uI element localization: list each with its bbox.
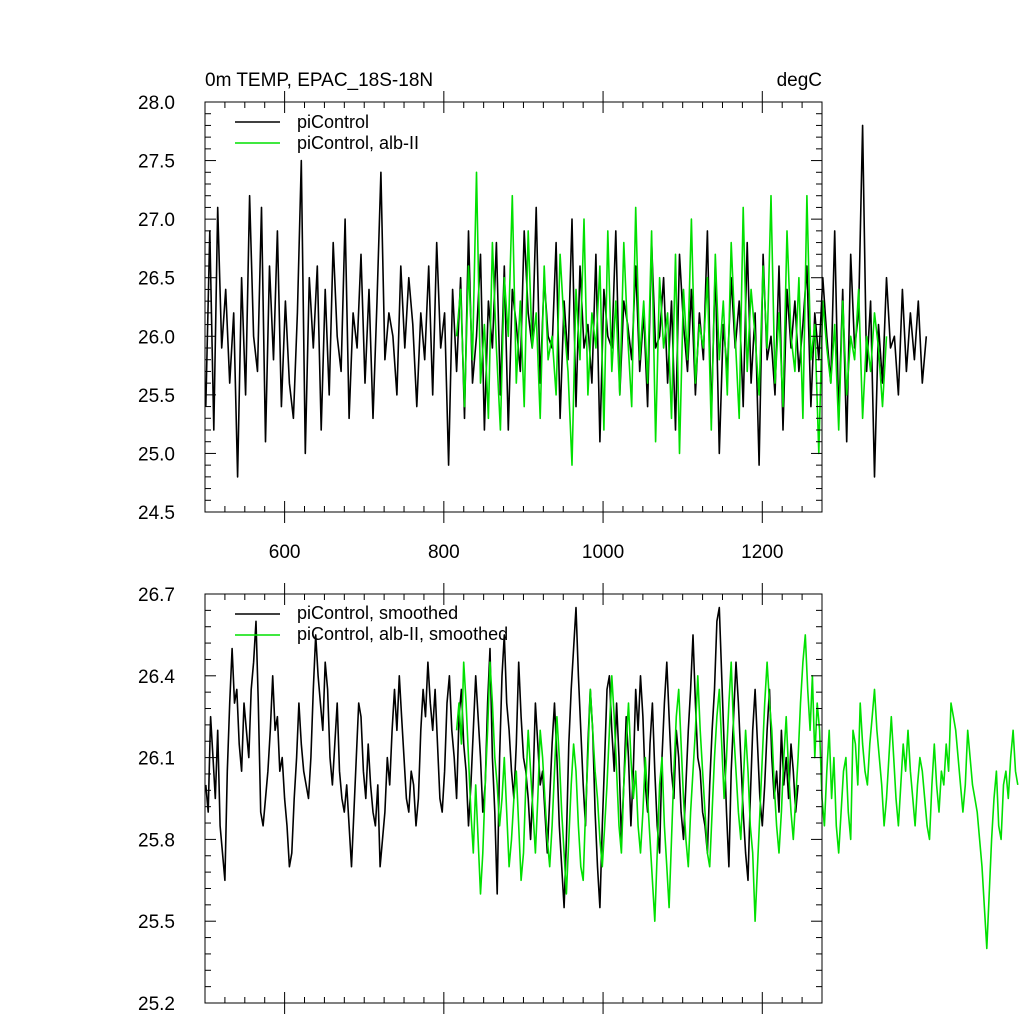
- y-tick-label: 25.5: [138, 386, 175, 407]
- y-tick-label: 28.0: [138, 93, 175, 114]
- y-tick-label: 26.7: [138, 585, 175, 606]
- y-tick-label: 27.0: [138, 210, 175, 231]
- units-label: degC: [777, 70, 822, 91]
- legend-label-picontrol-smoothed: piControl, smoothed: [297, 603, 458, 623]
- bottom-panel: 25.2 25.5 25.8 26.1 26.4 26.7 piControl, smoo…: [138, 583, 1019, 1015]
- bottom-series-group: [205, 606, 1019, 950]
- y-tick-label: 25.5: [138, 912, 175, 933]
- legend-label-picontrol-alb-ii: piControl, alb-II: [297, 133, 419, 153]
- top-plot-frame: [204, 101, 823, 513]
- bottom-ticks-group: 25.2 25.5 25.8 26.1 26.4 26.7: [138, 583, 823, 1015]
- y-tick-label: 27.5: [138, 152, 175, 173]
- y-tick-label: 24.5: [138, 503, 175, 524]
- top-legend: piControl piControl, alb-II: [235, 112, 419, 153]
- x-tick-label: 1000: [582, 542, 624, 563]
- x-tick-label: 1200: [741, 542, 783, 563]
- y-tick-label: 25.0: [138, 444, 175, 465]
- y-tick-label: 25.8: [138, 830, 175, 851]
- y-tick-label: 25.2: [138, 994, 175, 1015]
- legend-label-picontrol: piControl: [297, 112, 369, 132]
- chart-title: 0m TEMP, EPAC_18S-18N: [205, 70, 433, 91]
- top-ticks-group: 24.5 25.0 25.5 26.0 26.5 27.0 27.5 28.0 600 800 10…: [138, 91, 823, 563]
- x-tick-label: 600: [269, 542, 301, 563]
- legend-label-picontrol-alb-ii-smoothed: piControl, alb-II, smoothed: [297, 624, 508, 644]
- bottom-plot-frame: [204, 593, 823, 1004]
- top-panel: 0m TEMP, EPAC_18S-18N degC 24.525.025.52…: [138, 70, 928, 563]
- series-line-picontrol-alb-ii: [455, 171, 888, 466]
- series-line-picontrol-alb-ii-smoothed: [455, 634, 1019, 950]
- y-tick-label: 26.1: [138, 749, 175, 770]
- bottom-legend: piControl, smoothed piControl, alb-II, s…: [235, 603, 508, 644]
- x-tick-label: 800: [428, 542, 460, 563]
- y-tick-label: 26.0: [138, 327, 175, 348]
- y-tick-label: 26.4: [138, 667, 175, 688]
- series-line-picontrol-smoothed: [205, 606, 799, 909]
- y-tick-label: 26.5: [138, 269, 175, 290]
- top-series-group: [205, 124, 928, 478]
